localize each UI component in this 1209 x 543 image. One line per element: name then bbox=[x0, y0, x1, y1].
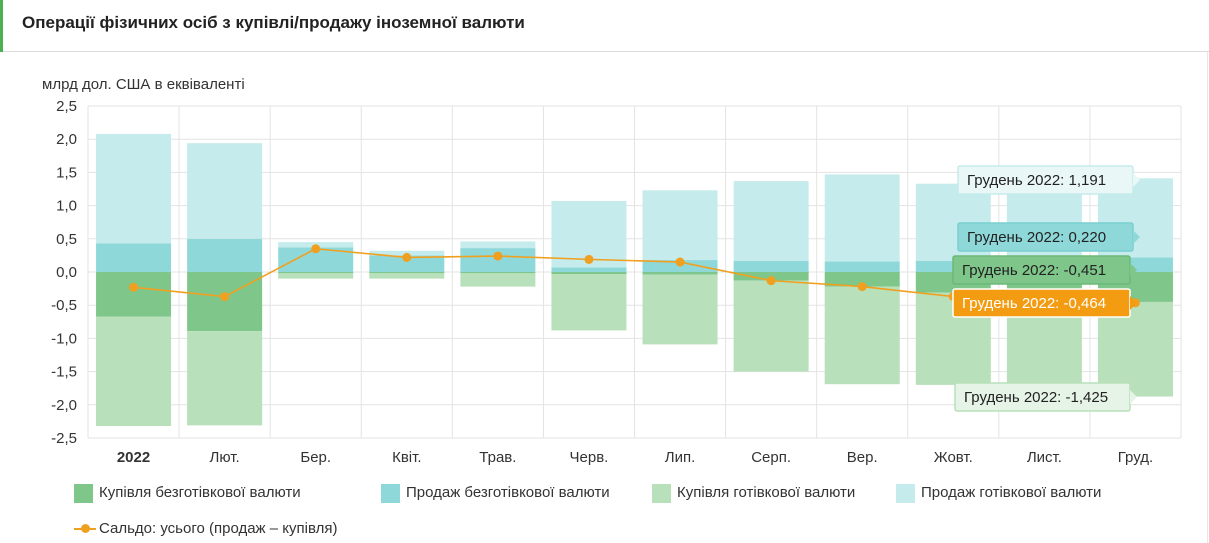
tooltip-text: Грудень 2022: 1,191 bbox=[967, 172, 1106, 189]
y-tick-label: 0,0 bbox=[56, 264, 77, 281]
header-accent-bar bbox=[0, 0, 3, 52]
y-axis-ticks: 2,5 2,0 1,5 1,0 0,5 0,0 -0,5 -1,0 -1,5 -2,0 -2,5 bbox=[51, 98, 77, 447]
y-tick-label: -0,5 bbox=[51, 297, 77, 314]
x-tick-label: Бер. bbox=[300, 449, 331, 466]
x-tick-label: Жовт. bbox=[934, 449, 973, 466]
tooltip-pointer bbox=[1130, 390, 1137, 404]
legend-label-sell-cashless: Продаж безготівкової валюти bbox=[406, 484, 610, 501]
bar-sell-cashless[interactable] bbox=[733, 260, 809, 272]
balance-point[interactable] bbox=[584, 254, 594, 264]
bar-sell-cash[interactable] bbox=[733, 181, 809, 261]
bar-buy-cashless[interactable] bbox=[460, 272, 536, 274]
chart-title: Операції фізичних осіб з купівлі/продажу… bbox=[22, 13, 525, 32]
y-tick-label: 0,5 bbox=[56, 231, 77, 248]
tooltip-pointer bbox=[1133, 173, 1140, 187]
bar-sell-cash[interactable] bbox=[187, 143, 263, 239]
y-tick-label: 1,0 bbox=[56, 198, 77, 215]
tooltip-buy-cash: Грудень 2022: -1,425 bbox=[954, 382, 1137, 412]
x-tick-label: Лист. bbox=[1027, 449, 1062, 466]
panel-right-border bbox=[1207, 52, 1208, 543]
bar-sell-cash[interactable] bbox=[460, 241, 536, 249]
bar-sell-cash[interactable] bbox=[642, 190, 718, 261]
legend-label-sell-cash: Продаж готівкової валюти bbox=[921, 484, 1102, 501]
balance-point[interactable] bbox=[311, 244, 321, 254]
bar-sell-cashless[interactable] bbox=[369, 255, 445, 272]
tooltip-sell-cash: Грудень 2022: 1,191 bbox=[957, 165, 1140, 195]
bar-sell-cash[interactable] bbox=[824, 174, 900, 262]
tooltip-pointer bbox=[1130, 263, 1137, 277]
tooltip-text: Грудень 2022: 0,220 bbox=[967, 229, 1106, 246]
balance-point[interactable] bbox=[220, 292, 230, 302]
bar-buy-cashless[interactable] bbox=[187, 272, 263, 332]
y-tick-label: 1,5 bbox=[56, 164, 77, 181]
x-tick-label: Лип. bbox=[665, 449, 696, 466]
y-tick-label: -1,5 bbox=[51, 364, 77, 381]
y-tick-label: -1,0 bbox=[51, 330, 77, 347]
legend-swatch-buy-cashless bbox=[74, 484, 93, 503]
x-tick-label: Лют. bbox=[210, 449, 240, 466]
y-tick-label: -2,5 bbox=[51, 430, 77, 447]
bar-buy-cash[interactable] bbox=[551, 273, 627, 331]
balance-point[interactable] bbox=[402, 252, 412, 262]
x-tick-label: Серп. bbox=[751, 449, 791, 466]
bar-buy-cashless[interactable] bbox=[369, 272, 445, 274]
bar-sell-cashless[interactable] bbox=[551, 267, 627, 272]
bar-buy-cash[interactable] bbox=[187, 331, 263, 426]
bar-sell-cashless[interactable] bbox=[187, 238, 263, 272]
x-tick-label: Черв. bbox=[570, 449, 609, 466]
tooltip-text: Грудень 2022: -0,451 bbox=[962, 262, 1106, 279]
x-tick-label: Груд. bbox=[1118, 449, 1153, 466]
x-tick-label: 2022 bbox=[117, 449, 150, 466]
legend-label-balance: Сальдо: усього (продаж – купівля) bbox=[99, 520, 338, 537]
legend-label-buy-cashless: Купівля безготівкової валюти bbox=[99, 484, 301, 501]
bar-buy-cashless[interactable] bbox=[96, 272, 172, 317]
tooltip-pointer bbox=[1133, 230, 1140, 244]
x-axis-ticks: 2022 Лют. Бер. Квіт. Трав. Черв. Лип. Серп. Вер.… bbox=[117, 449, 1153, 466]
tooltip-balance: Грудень 2022: -0,464 bbox=[952, 288, 1137, 318]
y-tick-label: 2,5 bbox=[56, 98, 77, 115]
bar-buy-cash[interactable] bbox=[96, 316, 172, 427]
bar-buy-cashless[interactable] bbox=[551, 272, 627, 274]
x-tick-label: Вер. bbox=[847, 449, 878, 466]
tooltip-pointer bbox=[1130, 296, 1137, 310]
bar-sell-cashless[interactable] bbox=[96, 243, 172, 272]
x-tick-label: Квіт. bbox=[392, 449, 421, 466]
bar-sell-cashless[interactable] bbox=[824, 261, 900, 272]
legend-dot-balance bbox=[81, 524, 90, 533]
bar-buy-cash[interactable] bbox=[278, 273, 354, 279]
bar-buy-cash[interactable] bbox=[824, 286, 900, 385]
bar-buy-cash[interactable] bbox=[460, 273, 536, 287]
bar-buy-cashless[interactable] bbox=[642, 272, 718, 275]
tooltip-sell-cashless: Грудень 2022: 0,220 bbox=[957, 222, 1140, 252]
bar-buy-cash[interactable] bbox=[642, 274, 718, 345]
balance-point[interactable] bbox=[766, 276, 776, 286]
bar-buy-cashless[interactable] bbox=[278, 272, 354, 274]
tooltip-buy-cashless: Грудень 2022: -0,451 bbox=[952, 255, 1137, 285]
legend-label-buy-cash: Купівля готівкової валюти bbox=[677, 484, 856, 501]
y-tick-label: -2,0 bbox=[51, 397, 77, 414]
chart-header: Операції фізичних осіб з купівлі/продажу… bbox=[0, 0, 1209, 52]
tooltip-text: Грудень 2022: -1,425 bbox=[964, 389, 1108, 406]
y-tick-label: 2,0 bbox=[56, 131, 77, 148]
x-tick-label: Трав. bbox=[479, 449, 516, 466]
balance-point[interactable] bbox=[857, 282, 867, 292]
bar-buy-cash[interactable] bbox=[733, 280, 809, 372]
legend-swatch-sell-cash bbox=[896, 484, 915, 503]
balance-point[interactable] bbox=[493, 251, 503, 261]
legend-swatch-buy-cash bbox=[652, 484, 671, 503]
bar-buy-cash[interactable] bbox=[369, 273, 445, 279]
balance-point[interactable] bbox=[129, 282, 139, 292]
bar-sell-cash[interactable] bbox=[96, 133, 172, 244]
y-axis-unit-label: млрд дол. США в еквіваленті bbox=[42, 76, 245, 93]
legend-swatch-sell-cashless bbox=[381, 484, 400, 503]
tooltip-text: Грудень 2022: -0,464 bbox=[962, 295, 1106, 312]
balance-point[interactable] bbox=[675, 257, 685, 267]
tooltips: Грудень 2022: 1,191 Грудень 2022: 0,220 Гр… bbox=[952, 165, 1140, 412]
bar-buy-cashless[interactable] bbox=[824, 272, 900, 287]
